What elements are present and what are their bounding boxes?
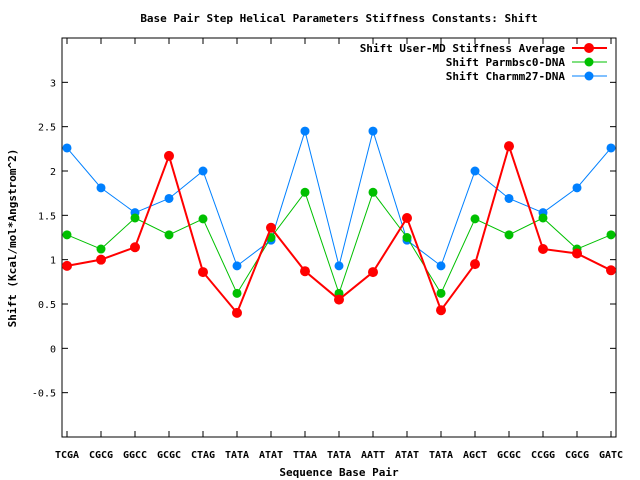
data-point [572, 183, 582, 193]
legend-marker [584, 71, 594, 81]
y-tick-label: 2 [50, 167, 56, 178]
data-point [538, 213, 548, 223]
y-tick-label: 1.5 [38, 211, 56, 222]
x-tick-label: CTAG [191, 450, 215, 461]
x-tick-label: CCGG [531, 450, 555, 461]
data-point [402, 212, 412, 223]
x-tick-label: CGCG [89, 450, 113, 461]
series-0 [62, 141, 616, 318]
y-axis: -0.5 0 0.5 1 1.5 2 2.5 3 [32, 78, 616, 400]
data-point [96, 183, 106, 193]
data-point [470, 166, 480, 176]
data-point [198, 214, 208, 224]
data-point [130, 242, 140, 253]
data-point [96, 244, 106, 254]
data-point [504, 141, 514, 152]
data-point [300, 126, 310, 136]
x-tick-label: TTAA [293, 450, 317, 461]
x-tick-label: GGCC [123, 450, 147, 461]
data-point [96, 254, 106, 265]
series-line [66, 129, 612, 267]
series-line [66, 142, 612, 315]
data-point [62, 230, 72, 240]
y-tick-label: 0 [50, 344, 56, 355]
data-point [130, 213, 140, 223]
x-tick-label: CGCG [565, 450, 589, 461]
data-point [368, 187, 378, 197]
data-point [62, 260, 72, 271]
legend-label: Shift Parmbsc0-DNA [446, 56, 566, 69]
x-tick-label: GCGC [157, 450, 181, 461]
x-tick-label: ATAT [259, 450, 283, 461]
data-point [334, 294, 344, 305]
series-1 [62, 187, 616, 298]
y-tick-label: 0.5 [38, 300, 56, 311]
data-point [164, 150, 174, 161]
data-point [470, 214, 480, 224]
data-point [300, 187, 310, 197]
chart-title: Base Pair Step Helical Parameters Stiffn… [140, 12, 537, 25]
data-point [606, 230, 616, 240]
data-point [198, 166, 208, 176]
y-axis-label: Shift (Kcal/mol*Angstrom^2) [6, 149, 19, 328]
legend-label: Shift User-MD Stiffness Average [360, 42, 566, 55]
data-point [232, 288, 242, 298]
data-point [572, 248, 582, 259]
data-point [368, 267, 378, 278]
data-point [504, 193, 514, 203]
plot-frame [61, 37, 617, 438]
legend-marker [584, 57, 594, 67]
data-point [266, 222, 276, 233]
data-point [368, 126, 378, 136]
x-tick-label: TATA [327, 450, 351, 461]
data-point [62, 143, 72, 153]
data-point [164, 193, 174, 203]
data-point [198, 267, 208, 278]
data-point [470, 259, 480, 270]
series-2 [62, 126, 616, 271]
x-axis-label: Sequence Base Pair [279, 466, 399, 479]
data-point [232, 261, 242, 271]
x-tick-label: AGCT [463, 450, 487, 461]
y-tick-label: 3 [50, 78, 56, 89]
x-tick-label: TATA [225, 450, 249, 461]
x-tick-label: TCGA [55, 450, 79, 461]
y-tick-label: -0.5 [32, 389, 56, 400]
y-tick-label: 1 [50, 256, 56, 267]
data-point [436, 305, 446, 316]
data-point [504, 230, 514, 240]
legend-label: Shift Charmm27-DNA [446, 70, 566, 83]
x-tick-label: AATT [361, 450, 385, 461]
y-tick-label: 2.5 [38, 123, 56, 134]
series-layer [62, 126, 616, 318]
x-tick-label: TATA [429, 450, 453, 461]
data-point [232, 307, 242, 318]
data-point [436, 261, 446, 271]
x-tick-label: GCGC [497, 450, 521, 461]
data-point [300, 266, 310, 277]
data-point [334, 261, 344, 271]
x-tick-label: ATAT [395, 450, 419, 461]
data-point [402, 233, 412, 242]
data-point [606, 143, 616, 153]
legend-marker [584, 43, 594, 53]
x-axis: TCGA CGCG GGCC GCGC CTAG TATA ATAT TTAA TATA AATT… [55, 38, 623, 461]
data-point [606, 265, 616, 276]
data-point [436, 288, 446, 298]
data-point [538, 244, 548, 255]
data-point [164, 230, 174, 240]
x-tick-label: GATC [599, 450, 623, 461]
